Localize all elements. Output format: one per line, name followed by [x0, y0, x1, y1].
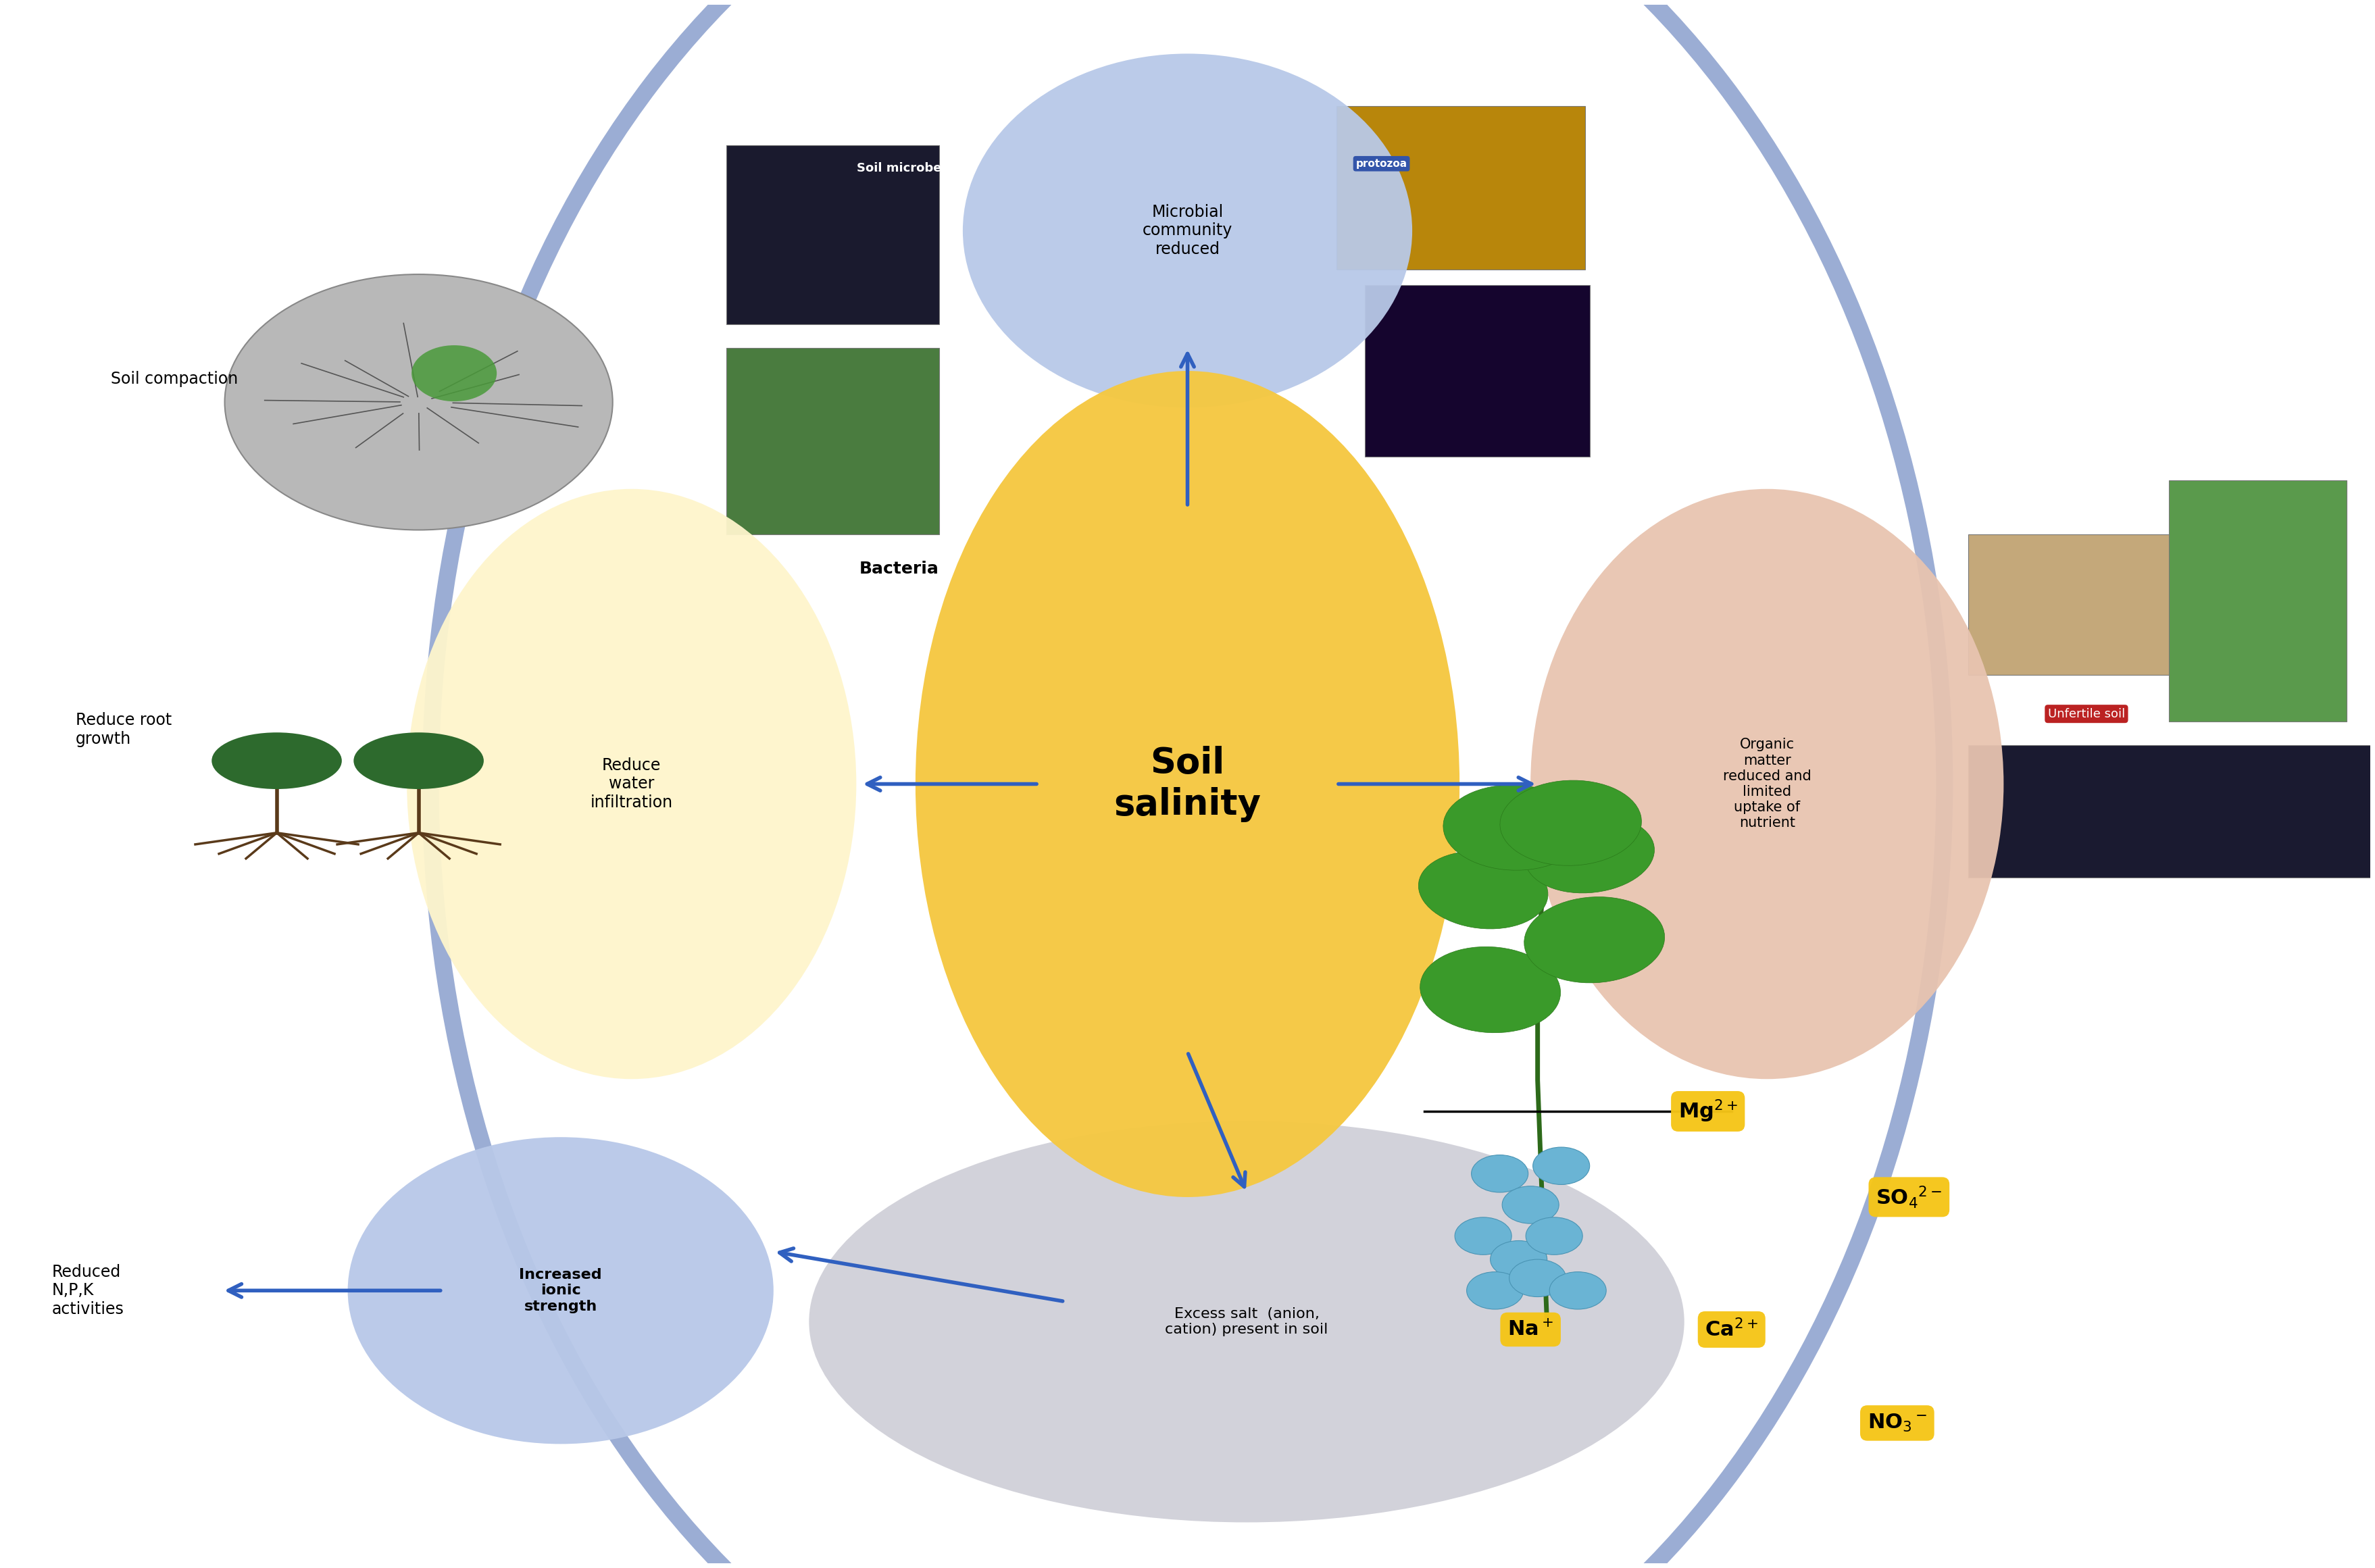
Circle shape [1508, 1259, 1565, 1297]
Text: Soil compaction: Soil compaction [112, 370, 238, 387]
Text: Soil microbe: Soil microbe [857, 162, 940, 174]
Ellipse shape [962, 53, 1413, 408]
Text: Reduce
water
infiltration: Reduce water infiltration [591, 757, 672, 811]
Circle shape [411, 345, 496, 401]
Ellipse shape [1529, 489, 2004, 1079]
Circle shape [1468, 1272, 1522, 1309]
Ellipse shape [406, 489, 857, 1079]
Bar [1337, 107, 1584, 270]
Circle shape [1456, 1217, 1511, 1254]
Ellipse shape [1525, 897, 1665, 983]
Circle shape [1532, 1148, 1589, 1184]
Ellipse shape [1501, 781, 1641, 866]
Circle shape [1548, 1272, 1606, 1309]
Text: Bacteria: Bacteria [860, 561, 938, 577]
Text: NO$_3$$^-$: NO$_3$$^-$ [1867, 1413, 1926, 1433]
Circle shape [1501, 1185, 1558, 1223]
Text: Organic
matter
reduced and
limited
uptake of
nutrient: Organic matter reduced and limited uptak… [1722, 739, 1812, 829]
Ellipse shape [914, 372, 1461, 1196]
Text: Increased
ionic
strength: Increased ionic strength [520, 1269, 601, 1312]
Text: protozoa: protozoa [1356, 158, 1408, 169]
Ellipse shape [1525, 815, 1655, 894]
Text: Reduce root
growth: Reduce root growth [76, 712, 171, 746]
Circle shape [1472, 1156, 1527, 1192]
Text: Ca$^{2+}$: Ca$^{2+}$ [1705, 1319, 1758, 1341]
Ellipse shape [810, 1121, 1684, 1523]
Circle shape [226, 274, 613, 530]
Bar [1366, 285, 1589, 456]
Circle shape [1525, 1217, 1582, 1254]
Bar [727, 144, 938, 325]
Text: Microbial
community
reduced: Microbial community reduced [1142, 204, 1233, 257]
Ellipse shape [211, 732, 342, 789]
Ellipse shape [347, 1137, 774, 1444]
Text: SO$_4$$^{2-}$: SO$_4$$^{2-}$ [1876, 1184, 1943, 1210]
Bar [727, 348, 938, 535]
Text: Unfertile soil: Unfertile soil [2047, 707, 2126, 720]
Ellipse shape [1418, 851, 1548, 928]
Text: Soil
salinity: Soil salinity [1114, 746, 1261, 822]
Bar [1969, 535, 2240, 674]
Text: Na$^+$: Na$^+$ [1508, 1320, 1553, 1339]
Text: Excess salt  (anion,
cation) present in soil: Excess salt (anion, cation) present in s… [1166, 1308, 1328, 1336]
Ellipse shape [354, 732, 484, 789]
Text: Reduced
N,P,K
activities: Reduced N,P,K activities [52, 1264, 124, 1317]
Bar [1969, 745, 2370, 878]
Ellipse shape [1444, 786, 1584, 870]
Text: Mg$^{2+}$: Mg$^{2+}$ [1679, 1098, 1738, 1124]
Bar [2168, 480, 2346, 721]
Circle shape [1489, 1240, 1546, 1278]
Ellipse shape [1420, 947, 1560, 1033]
